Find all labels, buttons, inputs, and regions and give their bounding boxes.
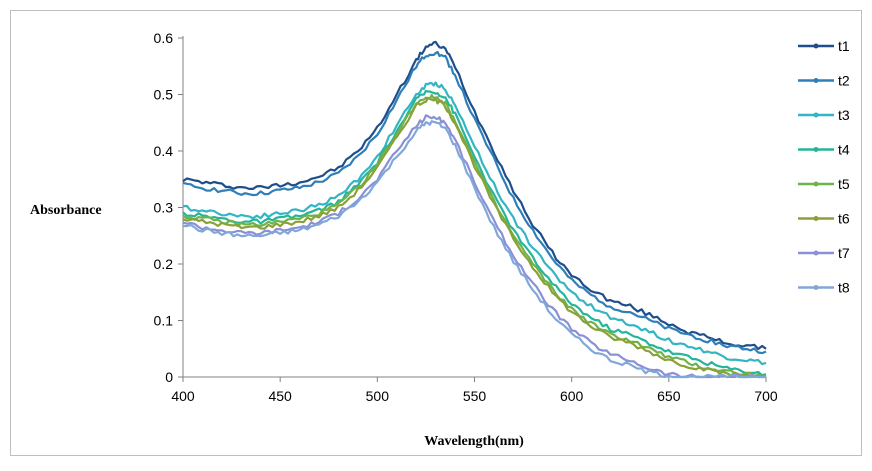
- legend-label: t5: [838, 176, 850, 192]
- series-line-t8: [182, 120, 766, 379]
- legend-label: t2: [838, 73, 850, 89]
- y-tick-label: 0.3: [154, 200, 174, 216]
- legend-marker: [813, 112, 819, 118]
- legend-label: t7: [838, 245, 850, 261]
- legend-label: t1: [838, 38, 850, 54]
- legend-label: t8: [838, 280, 850, 296]
- chart-border: [10, 10, 862, 456]
- legend-marker: [813, 43, 819, 49]
- legend-marker: [813, 216, 819, 221]
- y-tick-label: 0.4: [154, 143, 174, 159]
- y-tick-label: 0: [165, 369, 173, 385]
- legend-marker: [813, 285, 819, 290]
- series-layer: [182, 40, 767, 379]
- legend-label: t6: [838, 211, 850, 227]
- legend-item-t7: t7: [798, 245, 850, 261]
- x-tick-label: 550: [463, 388, 487, 404]
- y-tick-label: 0.1: [154, 313, 174, 329]
- legend-item-t2: t2: [798, 73, 850, 89]
- legend-label: t3: [838, 107, 850, 123]
- series-line-t7: [182, 114, 766, 379]
- legend-item-t6: t6: [798, 211, 850, 227]
- x-tick-label: 450: [268, 388, 292, 404]
- legend-item-t3: t3: [798, 107, 850, 123]
- y-axis-title: Absorbance: [30, 203, 102, 218]
- series-line-t4: [182, 89, 767, 377]
- x-tick-label: 650: [657, 388, 681, 404]
- y-tick-label: 0.6: [154, 30, 174, 46]
- series-line-t5: [182, 94, 767, 378]
- legend-item-t1: t1: [798, 38, 850, 54]
- x-tick-label: 500: [366, 388, 390, 404]
- legend-marker: [813, 250, 819, 256]
- series-line-t2: [182, 50, 767, 355]
- legend-item-t8: t8: [798, 280, 850, 296]
- legend-marker: [813, 181, 819, 187]
- x-tick-label: 700: [754, 388, 778, 404]
- legend: t1 t2 t3 t4 t5 t6 t7 t8: [798, 38, 850, 296]
- legend-label: t4: [838, 142, 850, 158]
- legend-item-t4: t4: [798, 142, 850, 158]
- x-tick-label: 400: [171, 388, 195, 404]
- y-tick-label: 0.5: [154, 87, 174, 103]
- series-line-t3: [182, 81, 767, 366]
- legend-marker: [813, 147, 819, 152]
- x-axis-title: Wavelength(nm): [424, 434, 524, 449]
- axes: 0 0.1 0.2 0.3 0.4 0.5 0.6 400 450 500 550 600 650 700: [154, 30, 778, 404]
- legend-marker: [813, 78, 819, 83]
- legend-item-t5: t5: [798, 176, 850, 192]
- series-line-t6: [182, 96, 767, 379]
- x-tick-label: 600: [560, 388, 584, 404]
- series-line-t1: [182, 40, 767, 351]
- y-tick-label: 0.2: [154, 256, 174, 272]
